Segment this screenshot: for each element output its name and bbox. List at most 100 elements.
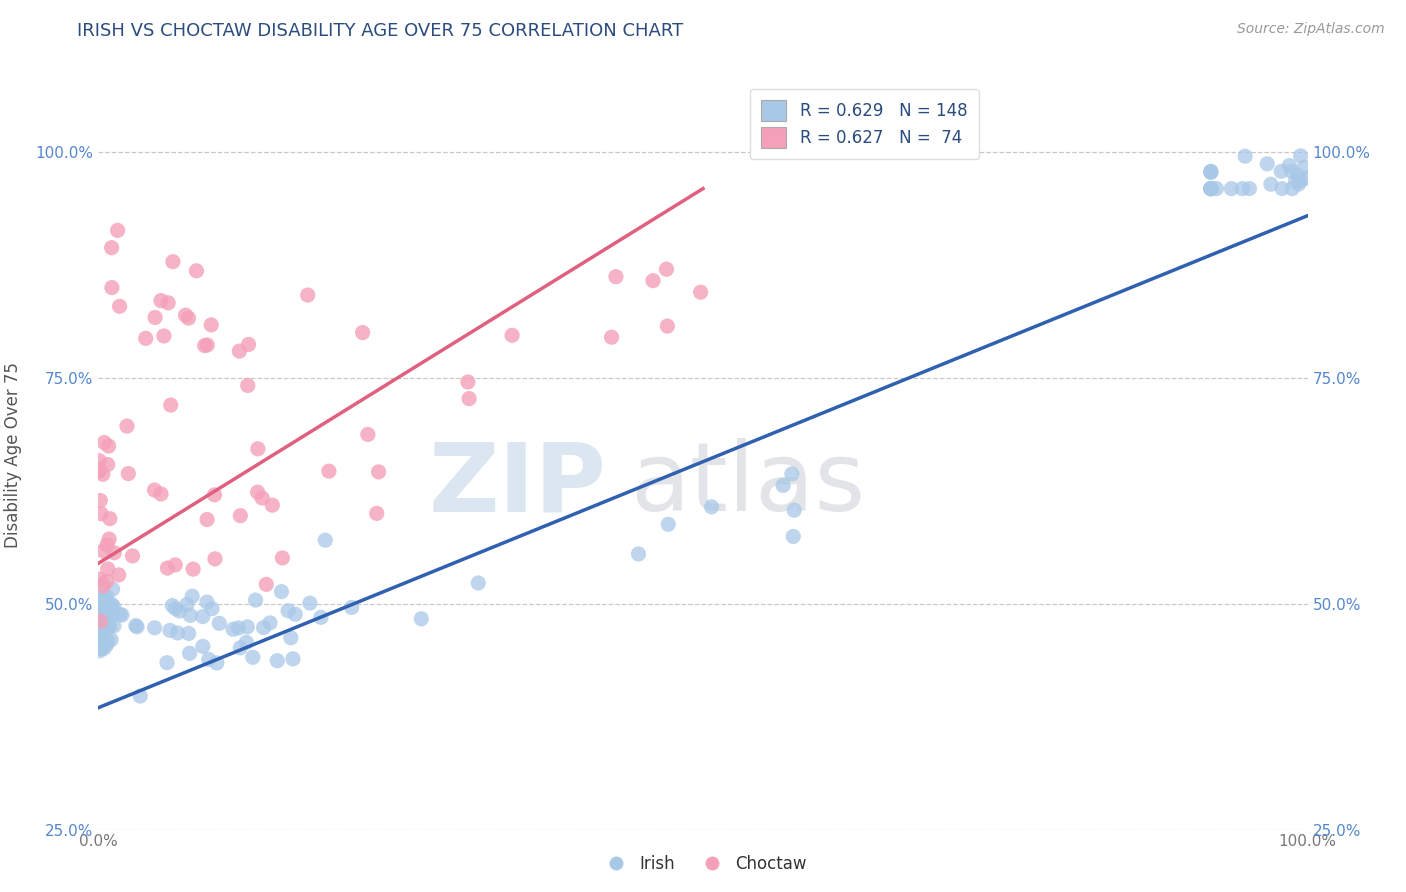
- Point: [162, 599, 184, 613]
- Point: [235, 635, 257, 649]
- Point: [179, 646, 201, 660]
- Point: [1270, 164, 1292, 178]
- Point: [195, 595, 218, 609]
- Point: [98, 600, 121, 615]
- Point: [205, 656, 228, 670]
- Point: [266, 654, 288, 668]
- Point: [89, 572, 111, 586]
- Point: [179, 608, 201, 623]
- Point: [772, 478, 794, 492]
- Point: [94, 613, 117, 627]
- Point: [159, 398, 181, 412]
- Point: [101, 582, 124, 596]
- Point: [242, 650, 264, 665]
- Point: [143, 621, 166, 635]
- Point: [96, 613, 118, 627]
- Point: [150, 487, 173, 501]
- Point: [90, 632, 112, 647]
- Point: [100, 241, 122, 255]
- Point: [90, 507, 112, 521]
- Point: [165, 601, 187, 615]
- Point: [252, 621, 274, 635]
- Point: [96, 620, 118, 634]
- Point: [236, 378, 259, 392]
- Point: [94, 592, 117, 607]
- Point: [108, 299, 131, 313]
- Point: [191, 640, 214, 654]
- Point: [1256, 157, 1278, 171]
- Point: [1296, 171, 1319, 186]
- Point: [125, 618, 148, 632]
- Point: [143, 483, 166, 497]
- Point: [153, 329, 176, 343]
- Point: [204, 552, 226, 566]
- Point: [1199, 164, 1222, 178]
- Point: [89, 591, 111, 606]
- Point: [101, 280, 124, 294]
- Point: [89, 464, 111, 478]
- Point: [1199, 164, 1222, 178]
- Point: [91, 604, 114, 618]
- Point: [298, 596, 321, 610]
- Point: [271, 550, 294, 565]
- Point: [177, 626, 200, 640]
- Point: [89, 616, 111, 631]
- Point: [197, 652, 219, 666]
- Text: ZIP: ZIP: [429, 438, 606, 532]
- Point: [91, 579, 114, 593]
- Point: [245, 593, 267, 607]
- Point: [91, 591, 114, 606]
- Point: [280, 631, 302, 645]
- Point: [89, 623, 111, 637]
- Point: [270, 584, 292, 599]
- Point: [655, 262, 678, 277]
- Point: [91, 611, 114, 625]
- Point: [314, 533, 336, 548]
- Point: [90, 606, 112, 620]
- Point: [103, 546, 125, 560]
- Point: [1294, 160, 1316, 174]
- Point: [501, 328, 523, 343]
- Point: [93, 590, 115, 604]
- Point: [783, 503, 806, 517]
- Point: [1199, 165, 1222, 179]
- Point: [194, 338, 217, 352]
- Point: [143, 310, 166, 325]
- Point: [318, 464, 340, 478]
- Point: [101, 608, 124, 623]
- Point: [366, 507, 388, 521]
- Point: [357, 427, 380, 442]
- Point: [97, 439, 120, 453]
- Point: [1232, 181, 1254, 195]
- Point: [96, 599, 118, 613]
- Point: [195, 338, 218, 352]
- Point: [1239, 181, 1261, 195]
- Point: [284, 607, 307, 622]
- Point: [93, 599, 115, 613]
- Point: [1234, 149, 1257, 163]
- Point: [94, 599, 117, 613]
- Point: [174, 308, 197, 322]
- Point: [96, 538, 118, 552]
- Point: [87, 463, 110, 477]
- Text: Source: ZipAtlas.com: Source: ZipAtlas.com: [1237, 22, 1385, 37]
- Point: [107, 568, 129, 582]
- Text: atlas: atlas: [630, 438, 866, 532]
- Point: [100, 632, 122, 647]
- Point: [89, 608, 111, 623]
- Point: [1278, 159, 1301, 173]
- Point: [246, 442, 269, 456]
- Text: IRISH VS CHOCTAW DISABILITY AGE OVER 75 CORRELATION CHART: IRISH VS CHOCTAW DISABILITY AGE OVER 75 …: [77, 22, 683, 40]
- Point: [457, 375, 479, 389]
- Point: [1288, 177, 1310, 191]
- Point: [87, 612, 110, 626]
- Point: [340, 600, 363, 615]
- Point: [91, 577, 114, 591]
- Point: [91, 627, 114, 641]
- Point: [1205, 181, 1227, 195]
- Point: [411, 612, 433, 626]
- Point: [94, 604, 117, 618]
- Point: [90, 615, 112, 630]
- Point: [352, 326, 374, 340]
- Point: [87, 453, 110, 467]
